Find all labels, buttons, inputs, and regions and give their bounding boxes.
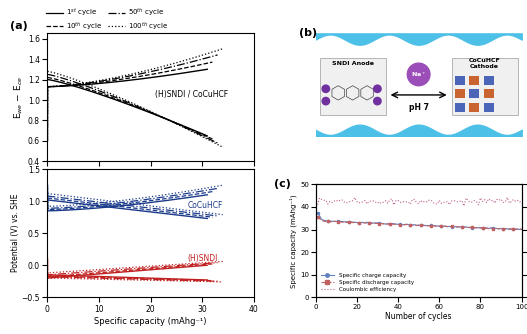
Specific charge capacity: [354, 220, 360, 224]
Y-axis label: Potential (V) vs. SHE: Potential (V) vs. SHE: [11, 194, 20, 273]
Text: (b): (b): [299, 28, 317, 38]
Specific discharge capacity: [510, 227, 516, 231]
Bar: [455, 76, 465, 85]
Specific charge capacity: [519, 227, 525, 231]
Coulombic efficiency: [519, 199, 525, 203]
Text: (c): (c): [274, 179, 291, 189]
Bar: [455, 90, 465, 99]
Bar: [469, 103, 480, 112]
Text: SNDI Anode: SNDI Anode: [331, 61, 374, 66]
Specific charge capacity: [508, 227, 514, 231]
Circle shape: [322, 85, 329, 93]
Specific discharge capacity: [519, 227, 525, 231]
Text: CoCuHCF
Cathode: CoCuHCF Cathode: [469, 58, 501, 68]
X-axis label: Number of cycles: Number of cycles: [385, 312, 452, 321]
Coulombic efficiency: [506, 201, 513, 205]
Circle shape: [374, 85, 381, 93]
Specific charge capacity: [362, 221, 368, 225]
Legend: Specific charge capacity, Specific discharge capacity, Coulombic efficiency: Specific charge capacity, Specific disch…: [318, 271, 416, 295]
Specific discharge capacity: [315, 215, 321, 219]
Specific discharge capacity: [506, 227, 513, 231]
Bar: [484, 76, 494, 85]
Specific charge capacity: [436, 224, 442, 228]
Coulombic efficiency: [512, 199, 519, 203]
Specific discharge capacity: [362, 221, 368, 225]
Coulombic efficiency: [419, 200, 426, 204]
Coulombic efficiency: [315, 203, 321, 207]
Text: (H)SNDI / CoCuHCF: (H)SNDI / CoCuHCF: [154, 91, 228, 100]
Text: (H)SNDI: (H)SNDI: [188, 255, 218, 264]
Specific discharge capacity: [354, 220, 360, 224]
Specific discharge capacity: [419, 223, 426, 227]
FancyBboxPatch shape: [320, 58, 386, 116]
Specific discharge capacity: [502, 227, 509, 231]
Circle shape: [407, 63, 430, 86]
Specific charge capacity: [502, 226, 509, 230]
Circle shape: [322, 98, 329, 105]
Bar: [484, 90, 494, 99]
Y-axis label: Specific capacity (mAhg⁻¹): Specific capacity (mAhg⁻¹): [290, 194, 297, 288]
Specific charge capacity: [419, 223, 426, 227]
Bar: [455, 103, 465, 112]
Line: Specific charge capacity: Specific charge capacity: [317, 212, 523, 230]
Coulombic efficiency: [354, 199, 360, 203]
Coulombic efficiency: [362, 198, 368, 202]
Coulombic efficiency: [461, 204, 467, 208]
FancyBboxPatch shape: [452, 58, 518, 116]
Circle shape: [374, 98, 381, 105]
Coulombic efficiency: [436, 198, 442, 202]
Specific charge capacity: [315, 211, 321, 215]
Legend: 1$^{st}$ cycle, 10$^{th}$ cycle, 50$^{th}$ cycle, 100$^{th}$ cycle: 1$^{st}$ cycle, 10$^{th}$ cycle, 50$^{th…: [43, 3, 171, 34]
Line: Specific discharge capacity: Specific discharge capacity: [317, 216, 523, 230]
Text: (a): (a): [11, 21, 28, 31]
Text: Na$^+$: Na$^+$: [411, 70, 426, 79]
Bar: [469, 90, 480, 99]
Bar: [484, 103, 494, 112]
Line: Coulombic efficiency: Coulombic efficiency: [318, 197, 522, 206]
Text: CoCuHCF: CoCuHCF: [188, 201, 223, 210]
Coulombic efficiency: [504, 195, 511, 199]
Y-axis label: E$_{we}$ − E$_{ce}$: E$_{we}$ − E$_{ce}$: [13, 76, 25, 119]
Specific discharge capacity: [436, 224, 442, 228]
Bar: [469, 76, 480, 85]
Text: pH 7: pH 7: [408, 103, 428, 112]
X-axis label: Specific capacity (mAhg⁻¹): Specific capacity (mAhg⁻¹): [94, 317, 207, 326]
